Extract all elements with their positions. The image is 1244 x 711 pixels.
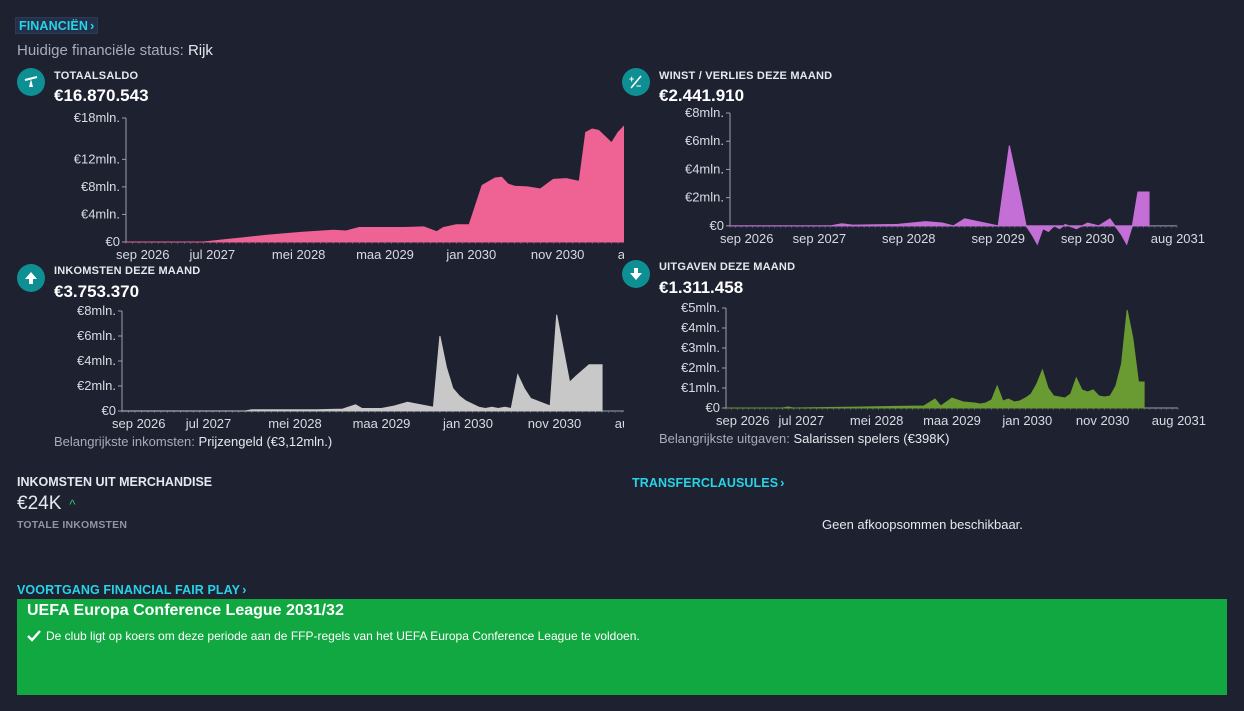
x-tick-label: sep 2026 bbox=[716, 413, 770, 428]
chevron-right-icon: › bbox=[89, 18, 95, 33]
x-tick-label: mei 2028 bbox=[268, 416, 321, 431]
expenses-label: UITGAVEN DEZE MAAND bbox=[659, 261, 796, 273]
x-tick-label: sep 2028 bbox=[882, 231, 936, 246]
transferclausules-title: TRANSFERCLAUSULES bbox=[632, 475, 779, 490]
expenses-value: €1.311.458 bbox=[659, 278, 744, 297]
profit-chart: €0 €2mln. €4mln. €6mln. €8mln. sep 2026 sep 20… bbox=[685, 105, 1205, 246]
y-tick-label: €1mln. bbox=[681, 380, 720, 395]
x-tick-label: jul 2027 bbox=[185, 416, 232, 431]
income-series-area bbox=[122, 314, 603, 412]
x-tick-label: sep 2027 bbox=[793, 231, 847, 246]
ffp-title: VOORTGANG FINANCIAL FAIR PLAY bbox=[17, 582, 241, 597]
y-tick-label: €3mln. bbox=[681, 340, 720, 355]
profit-label: WINST / VERLIES DEZE MAAND bbox=[659, 70, 833, 82]
y-tick-label: €4mln. bbox=[681, 320, 720, 335]
y-tick-label: €8mln. bbox=[685, 105, 724, 120]
x-tick-label: aug 2031 bbox=[1151, 231, 1205, 246]
y-tick-label: €18mln. bbox=[74, 110, 120, 125]
financien-link[interactable]: FINANCIËN › bbox=[15, 17, 99, 34]
y-tick-label: €0 bbox=[710, 218, 724, 233]
svg-text:−: − bbox=[636, 81, 641, 90]
income-label: INKOMSTEN DEZE MAAND bbox=[54, 265, 201, 277]
y-tick-label: €2mln. bbox=[681, 360, 720, 375]
expenses-chart: €0 €1mln. €2mln. €3mln. €4mln. €5mln. sep 2026… bbox=[681, 300, 1206, 428]
merchandise-sub: TOTALE INKOMSTEN bbox=[17, 519, 128, 531]
income-main-source: Belangrijkste inkomsten: Prijzengeld (€3… bbox=[54, 434, 332, 449]
ffp-message: De club ligt op koers om deze periode aa… bbox=[46, 629, 640, 643]
x-tick-label: sep 2026 bbox=[720, 231, 774, 246]
x-tick-label: aug 2031 bbox=[615, 416, 624, 431]
x-tick-label: sep 2026 bbox=[112, 416, 166, 431]
trend-up-icon: ^ bbox=[69, 496, 76, 512]
y-tick-label: €4mln. bbox=[77, 353, 116, 368]
y-tick-label: €0 bbox=[706, 400, 720, 415]
merchandise-value: €24K bbox=[17, 493, 62, 514]
expenses-series-area bbox=[726, 309, 1145, 409]
y-tick-label: €8mln. bbox=[81, 179, 120, 194]
y-tick-label: €4mln. bbox=[81, 206, 120, 221]
x-tick-label: nov 2030 bbox=[528, 416, 582, 431]
ffp-competition: UEFA Europa Conference League 2031/32 bbox=[27, 602, 344, 619]
x-tick-label: jul 2027 bbox=[778, 413, 825, 428]
x-tick-label: jul 2027 bbox=[189, 247, 236, 262]
arrow-down-icon bbox=[622, 260, 650, 288]
ffp-message-row: De club ligt op koers om deze periode aa… bbox=[27, 629, 1217, 643]
financien-title: FINANCIËN bbox=[19, 18, 88, 33]
income-chart: €0 €2mln. €4mln. €6mln. €8mln. sep 2026 jul 20… bbox=[77, 303, 624, 431]
ffp-status-box: UEFA Europa Conference League 2031/32 De… bbox=[17, 599, 1227, 695]
merchandise-value-row: €24K ^ bbox=[17, 493, 75, 515]
plus-minus-icon: + − bbox=[622, 68, 650, 96]
y-tick-label: €0 bbox=[102, 403, 116, 418]
expenses-main-source: Belangrijkste uitgaven: Salarissen spele… bbox=[659, 431, 950, 446]
y-tick-label: €5mln. bbox=[681, 300, 720, 315]
y-tick-label: €2mln. bbox=[685, 190, 724, 205]
income-sub-label: Belangrijkste inkomsten: bbox=[54, 434, 195, 449]
balance-series-area bbox=[126, 125, 624, 243]
financial-status: Huidige financiële status: Rijk bbox=[17, 42, 213, 59]
x-tick-label: aug 2031 bbox=[618, 247, 624, 262]
arrow-up-icon bbox=[17, 264, 45, 292]
chevron-right-icon: › bbox=[242, 582, 247, 597]
x-tick-label: mei 2028 bbox=[850, 413, 903, 428]
x-tick-label: maa 2029 bbox=[353, 416, 411, 431]
y-tick-label: €6mln. bbox=[77, 328, 116, 343]
profit-value: €2.441.910 bbox=[659, 86, 745, 105]
y-tick-label: €8mln. bbox=[77, 303, 116, 318]
svg-text:+: + bbox=[629, 74, 634, 84]
y-tick-label: €0 bbox=[106, 234, 120, 249]
transfer-message: Geen afkoopsommen beschikbaar. bbox=[822, 517, 1023, 532]
transferclausules-link[interactable]: TRANSFERCLAUSULES › bbox=[632, 475, 785, 490]
x-tick-label: jan 2030 bbox=[442, 416, 493, 431]
profit-series-area bbox=[730, 145, 1150, 246]
x-tick-label: sep 2030 bbox=[1061, 231, 1115, 246]
x-tick-label: mei 2028 bbox=[272, 247, 325, 262]
balance-value: €16.870.543 bbox=[54, 86, 149, 105]
x-tick-label: sep 2029 bbox=[971, 231, 1024, 246]
income-sub-value: Prijzengeld (€3,12mln.) bbox=[198, 434, 333, 449]
scale-icon bbox=[17, 68, 45, 96]
y-tick-label: €6mln. bbox=[685, 133, 724, 148]
merchandise-title: INKOMSTEN UIT MERCHANDISE bbox=[17, 475, 213, 489]
y-tick-label: €12mln. bbox=[74, 151, 120, 166]
checkmark-icon bbox=[27, 630, 41, 642]
status-value: Rijk bbox=[187, 42, 213, 59]
status-label: Huidige financiële status: bbox=[17, 42, 184, 59]
y-tick-label: €4mln. bbox=[685, 161, 724, 176]
x-tick-label: aug 2031 bbox=[1152, 413, 1206, 428]
x-tick-label: nov 2030 bbox=[1076, 413, 1130, 428]
x-tick-label: maa 2029 bbox=[923, 413, 981, 428]
x-tick-label: nov 2030 bbox=[531, 247, 585, 262]
income-value: €3.753.370 bbox=[54, 282, 140, 301]
chevron-right-icon: › bbox=[780, 475, 785, 490]
expenses-sub-value: Salarissen spelers (€398K) bbox=[793, 431, 950, 446]
ffp-link[interactable]: VOORTGANG FINANCIAL FAIR PLAY › bbox=[17, 582, 247, 597]
x-tick-label: sep 2026 bbox=[116, 247, 170, 262]
balance-label: TOTAALSALDO bbox=[54, 70, 139, 82]
balance-chart: €0 €4mln. €8mln. €12mln. €18mln. sep 2026 jul … bbox=[74, 110, 624, 262]
expenses-sub-label: Belangrijkste uitgaven: bbox=[659, 431, 790, 446]
x-tick-label: jan 2030 bbox=[445, 247, 496, 262]
x-tick-label: maa 2029 bbox=[356, 247, 414, 262]
y-tick-label: €2mln. bbox=[77, 378, 116, 393]
x-tick-label: jan 2030 bbox=[1001, 413, 1052, 428]
